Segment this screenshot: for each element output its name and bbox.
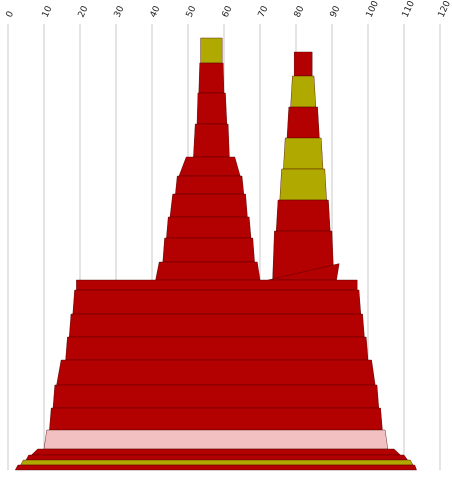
band-peak2-5 <box>279 168 327 201</box>
band-peak3-12 <box>14 464 417 471</box>
stacked-bands <box>14 37 417 471</box>
band-peak1-6 <box>175 175 245 195</box>
band-peak2-1 <box>294 51 313 77</box>
x-tick-label: 50 <box>185 4 199 19</box>
band-peak3-5 <box>56 359 376 386</box>
x-tick-label: 80 <box>293 4 307 19</box>
x-tick-label: 60 <box>221 4 235 19</box>
band-peak2-2 <box>290 75 317 108</box>
x-tick-label: 20 <box>77 4 91 19</box>
band-peak1-8 <box>166 216 252 239</box>
band-peak3-11 <box>20 459 414 466</box>
band-peak2-3 <box>286 106 320 139</box>
band-peak1-9 <box>162 237 255 263</box>
band-peak3-1 <box>76 279 358 291</box>
x-tick-label: 90 <box>329 4 343 19</box>
band-peak3-3 <box>68 313 365 338</box>
x-tick-label: 30 <box>113 4 127 19</box>
band-peak1-3 <box>196 92 228 125</box>
x-tick-label: 40 <box>149 4 163 19</box>
x-tick-label: 120 <box>437 0 452 19</box>
band-peak1-4 <box>193 123 230 158</box>
band-peak1-1 <box>200 37 223 64</box>
x-tick-label: 100 <box>365 0 381 19</box>
x-tick-label: 0 <box>5 10 17 20</box>
band-peak3-4 <box>65 336 369 361</box>
band-peak1-2 <box>198 62 225 94</box>
band-peak3-7 <box>49 407 383 431</box>
band-peak1-10 <box>155 261 261 281</box>
x-tick-label: 110 <box>401 0 417 19</box>
band-peak3-2 <box>72 289 362 315</box>
band-peak3-8 <box>43 429 389 450</box>
band-peak2-4 <box>283 137 324 170</box>
band-peak1-7 <box>169 193 248 218</box>
band-peak3-9 <box>30 448 401 456</box>
x-tick-label: 70 <box>257 4 271 19</box>
band-peak3-10 <box>25 454 408 461</box>
band-peak2-6 <box>275 199 331 232</box>
band-peak1-5 <box>178 156 241 177</box>
band-peak3-6 <box>52 384 380 409</box>
x-axis-tick-labels: 0 10 20 30 40 50 60 70 80 90 100 110 120 <box>5 0 452 19</box>
x-tick-label: 10 <box>41 4 55 19</box>
